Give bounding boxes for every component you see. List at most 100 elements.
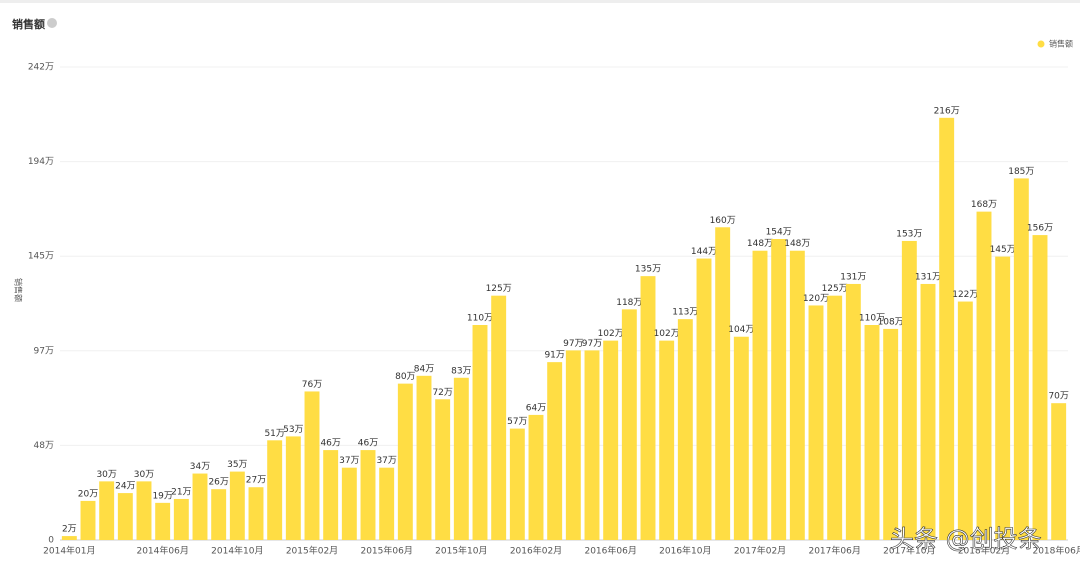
data-label: 160万 bbox=[710, 216, 736, 226]
chart-title: 销售额 bbox=[12, 17, 45, 31]
data-label: 83万 bbox=[451, 366, 471, 376]
data-label: 153万 bbox=[896, 229, 922, 239]
data-label: 185万 bbox=[1008, 167, 1034, 177]
legend-marker bbox=[1037, 40, 1045, 48]
x-tick-label: 2018年02月 bbox=[958, 545, 1010, 557]
data-label: 37万 bbox=[339, 456, 359, 466]
bar bbox=[752, 250, 768, 540]
bar bbox=[528, 414, 544, 540]
data-label: 102万 bbox=[598, 329, 624, 339]
data-label: 51万 bbox=[264, 429, 284, 439]
x-tick-label: 2014年10月 bbox=[211, 545, 263, 557]
bar bbox=[509, 428, 525, 540]
bar bbox=[267, 440, 283, 540]
x-tick-label: 2014年01月 bbox=[43, 545, 95, 557]
data-label: 113万 bbox=[672, 308, 698, 318]
bar bbox=[491, 295, 507, 540]
data-label: 216万 bbox=[934, 106, 960, 116]
info-icon[interactable] bbox=[47, 18, 57, 28]
bar bbox=[229, 471, 245, 540]
data-label: 104万 bbox=[728, 325, 754, 335]
data-label: 97万 bbox=[563, 339, 583, 349]
data-label: 168万 bbox=[971, 200, 997, 210]
x-tick-label: 2015年10月 bbox=[435, 545, 487, 557]
bar bbox=[827, 295, 843, 540]
data-label: 72万 bbox=[432, 388, 452, 398]
data-label: 30万 bbox=[96, 470, 116, 480]
data-label: 53万 bbox=[283, 425, 303, 435]
bar bbox=[883, 328, 899, 540]
bar bbox=[453, 377, 469, 540]
bar bbox=[155, 502, 171, 540]
data-label: 84万 bbox=[414, 364, 434, 374]
bar bbox=[677, 319, 693, 540]
bar bbox=[659, 340, 675, 540]
data-label: 30万 bbox=[134, 470, 154, 480]
bar bbox=[304, 391, 320, 540]
bar bbox=[547, 362, 563, 540]
data-label: 76万 bbox=[302, 380, 322, 390]
data-label: 148万 bbox=[747, 239, 773, 249]
bar bbox=[416, 375, 432, 540]
data-label: 122万 bbox=[952, 290, 978, 300]
legend-label: 销售额 bbox=[1049, 39, 1073, 49]
bar bbox=[640, 276, 656, 540]
bar bbox=[789, 250, 805, 540]
data-label: 20万 bbox=[78, 489, 98, 499]
data-label: 35万 bbox=[227, 460, 247, 470]
data-label: 24万 bbox=[115, 482, 135, 492]
x-tick-label: 2014年06月 bbox=[136, 545, 188, 557]
bar bbox=[995, 256, 1011, 540]
x-tick-label: 2017年02月 bbox=[734, 545, 786, 557]
x-tick-label: 2017年06月 bbox=[808, 545, 860, 557]
bar bbox=[696, 258, 712, 540]
bar bbox=[211, 489, 227, 540]
data-label: 110万 bbox=[467, 314, 493, 324]
bar bbox=[173, 498, 189, 540]
bar bbox=[621, 309, 637, 540]
bar bbox=[136, 481, 152, 540]
data-label: 21万 bbox=[171, 487, 191, 497]
x-tick-label: 2016年02月 bbox=[510, 545, 562, 557]
data-label: 97万 bbox=[582, 339, 602, 349]
x-tick-label: 2017年10月 bbox=[883, 545, 935, 557]
data-label: 118万 bbox=[616, 298, 642, 308]
data-label: 2万 bbox=[62, 525, 77, 535]
bar bbox=[976, 211, 992, 541]
bar bbox=[808, 305, 824, 540]
bar bbox=[771, 239, 787, 540]
data-label: 102万 bbox=[654, 329, 680, 339]
data-label: 70万 bbox=[1048, 392, 1068, 402]
bar bbox=[80, 500, 96, 540]
bar bbox=[733, 336, 749, 540]
bar bbox=[1013, 178, 1029, 540]
data-label: 135万 bbox=[635, 265, 661, 275]
data-label: 19万 bbox=[152, 491, 172, 501]
bar bbox=[603, 340, 619, 540]
bar bbox=[1051, 403, 1067, 540]
bar bbox=[715, 227, 731, 541]
data-label: 144万 bbox=[691, 247, 717, 257]
data-label: 120万 bbox=[803, 294, 829, 304]
bar bbox=[435, 399, 451, 540]
data-label: 37万 bbox=[376, 456, 396, 466]
y-tick-label: 97万 bbox=[34, 346, 54, 356]
bar bbox=[360, 450, 376, 540]
data-label: 108万 bbox=[878, 317, 904, 327]
top-border bbox=[0, 0, 1080, 3]
y-axis-label: 销售额 bbox=[14, 278, 24, 302]
data-label: 131万 bbox=[915, 272, 941, 282]
x-tick-label: 2016年10月 bbox=[659, 545, 711, 557]
data-label: 27万 bbox=[246, 476, 266, 486]
bar bbox=[285, 436, 301, 540]
bar bbox=[397, 383, 413, 540]
bar bbox=[472, 325, 488, 540]
x-tick-label: 2016年06月 bbox=[584, 545, 636, 557]
x-tick-label: 2018年06月 bbox=[1032, 545, 1080, 557]
bar bbox=[192, 473, 208, 540]
bar bbox=[864, 325, 880, 540]
data-label: 80万 bbox=[395, 372, 415, 382]
data-label: 125万 bbox=[822, 284, 848, 294]
bar bbox=[323, 450, 339, 540]
